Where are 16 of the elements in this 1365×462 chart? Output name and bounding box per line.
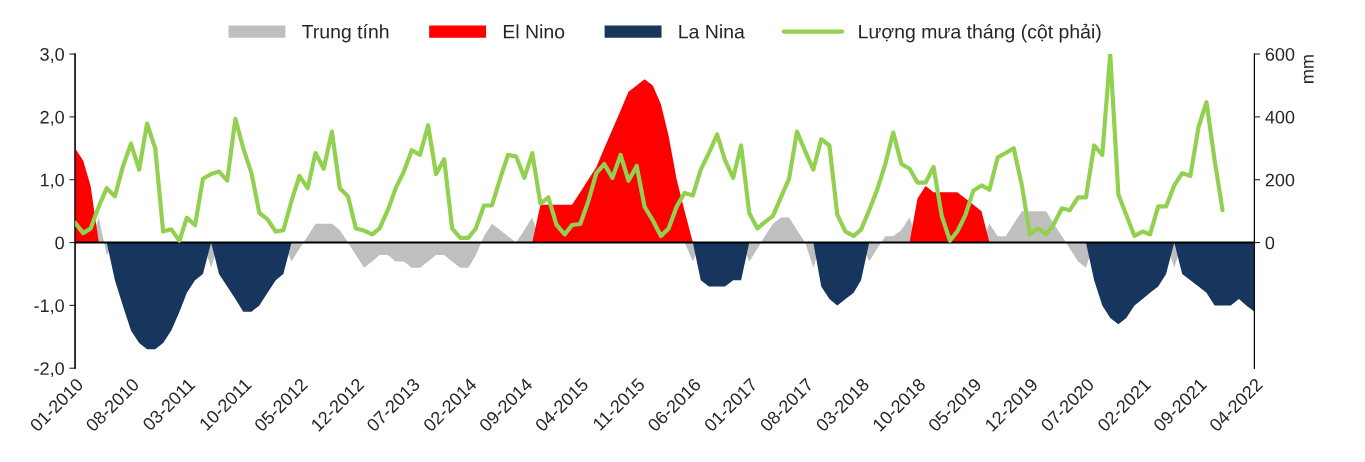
y-tick-label: -2,0 — [34, 362, 64, 378]
y2-tick-label: 600 — [1265, 47, 1295, 61]
y2-tick-label: 400 — [1265, 110, 1295, 124]
y-tick-label: 3,0 — [40, 47, 64, 63]
legend-label: La Nina — [679, 24, 745, 39]
y2-tick-label: 0 — [1265, 236, 1275, 250]
y-tick-label: -1,0 — [34, 299, 64, 315]
y-tick-label: 2,0 — [40, 110, 64, 126]
y-tick-label: 1,0 — [40, 173, 64, 189]
y2-axis-title: mm — [1303, 55, 1314, 83]
legend-label: Lượng mưa tháng (cột phải) — [859, 23, 1101, 43]
y2-tick-label: 200 — [1265, 173, 1295, 187]
legend-label: El Nino — [503, 24, 565, 39]
line-series — [75, 54, 1225, 243]
y-tick-label: 0 — [55, 236, 64, 250]
legend-label: Trung tính — [302, 24, 389, 43]
